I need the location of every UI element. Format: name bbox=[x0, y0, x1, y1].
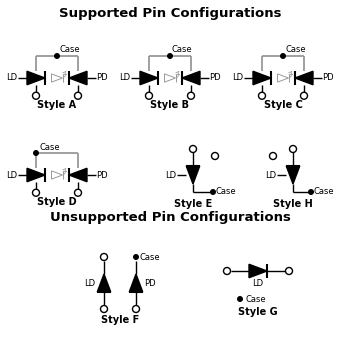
Text: LD: LD bbox=[84, 278, 96, 288]
Text: Unsupported Pin Configurations: Unsupported Pin Configurations bbox=[50, 211, 290, 224]
Polygon shape bbox=[51, 74, 63, 82]
Circle shape bbox=[101, 254, 107, 260]
Polygon shape bbox=[69, 71, 87, 85]
Text: LD: LD bbox=[165, 170, 176, 180]
Text: PD: PD bbox=[96, 170, 108, 180]
Text: Supported Pin Configurations: Supported Pin Configurations bbox=[59, 7, 281, 20]
Polygon shape bbox=[27, 168, 45, 182]
Text: Style C: Style C bbox=[264, 100, 303, 110]
Text: Style H: Style H bbox=[273, 199, 313, 209]
Polygon shape bbox=[186, 166, 200, 184]
Text: PD: PD bbox=[144, 278, 156, 288]
Polygon shape bbox=[249, 264, 267, 278]
Polygon shape bbox=[182, 71, 200, 85]
Circle shape bbox=[223, 268, 231, 274]
Circle shape bbox=[270, 153, 276, 159]
Circle shape bbox=[211, 153, 219, 159]
Circle shape bbox=[286, 268, 292, 274]
Text: Case: Case bbox=[285, 46, 306, 54]
Circle shape bbox=[54, 53, 60, 59]
Circle shape bbox=[189, 146, 197, 153]
Text: Case: Case bbox=[39, 142, 60, 152]
Text: LD: LD bbox=[119, 73, 131, 83]
Circle shape bbox=[289, 146, 296, 153]
Polygon shape bbox=[286, 166, 300, 184]
Text: LD: LD bbox=[6, 73, 18, 83]
Text: PD: PD bbox=[322, 73, 334, 83]
Text: Style E: Style E bbox=[174, 199, 212, 209]
Circle shape bbox=[280, 53, 286, 59]
Circle shape bbox=[101, 306, 107, 312]
Circle shape bbox=[33, 189, 39, 196]
Text: Case: Case bbox=[140, 253, 160, 261]
Text: Style B: Style B bbox=[151, 100, 189, 110]
Text: Style G: Style G bbox=[238, 307, 278, 317]
Circle shape bbox=[33, 150, 39, 156]
Polygon shape bbox=[69, 168, 87, 182]
Circle shape bbox=[308, 189, 314, 195]
Polygon shape bbox=[277, 74, 289, 82]
Circle shape bbox=[133, 254, 139, 260]
Text: Case: Case bbox=[245, 294, 266, 304]
Text: PD: PD bbox=[96, 73, 108, 83]
Text: LD: LD bbox=[6, 170, 18, 180]
Polygon shape bbox=[27, 71, 45, 85]
Text: Case: Case bbox=[216, 187, 237, 197]
Polygon shape bbox=[295, 71, 313, 85]
Polygon shape bbox=[165, 74, 175, 82]
Circle shape bbox=[258, 92, 266, 99]
Circle shape bbox=[74, 92, 82, 99]
Text: LD: LD bbox=[265, 170, 276, 180]
Text: LD: LD bbox=[252, 279, 264, 289]
Circle shape bbox=[146, 92, 153, 99]
Text: Style D: Style D bbox=[37, 197, 77, 207]
Circle shape bbox=[74, 189, 82, 196]
Text: Style F: Style F bbox=[101, 315, 139, 325]
Text: Style A: Style A bbox=[37, 100, 76, 110]
Circle shape bbox=[237, 296, 243, 302]
Circle shape bbox=[187, 92, 194, 99]
Text: LD: LD bbox=[233, 73, 243, 83]
Text: PD: PD bbox=[209, 73, 221, 83]
Text: Case: Case bbox=[314, 187, 335, 197]
Polygon shape bbox=[140, 71, 158, 85]
Polygon shape bbox=[129, 274, 143, 292]
Polygon shape bbox=[253, 71, 271, 85]
Polygon shape bbox=[51, 171, 63, 179]
Circle shape bbox=[167, 53, 173, 59]
Circle shape bbox=[133, 306, 139, 312]
Circle shape bbox=[301, 92, 307, 99]
Text: Case: Case bbox=[59, 46, 80, 54]
Circle shape bbox=[210, 189, 216, 195]
Polygon shape bbox=[97, 274, 111, 292]
Circle shape bbox=[33, 92, 39, 99]
Text: Case: Case bbox=[172, 46, 193, 54]
